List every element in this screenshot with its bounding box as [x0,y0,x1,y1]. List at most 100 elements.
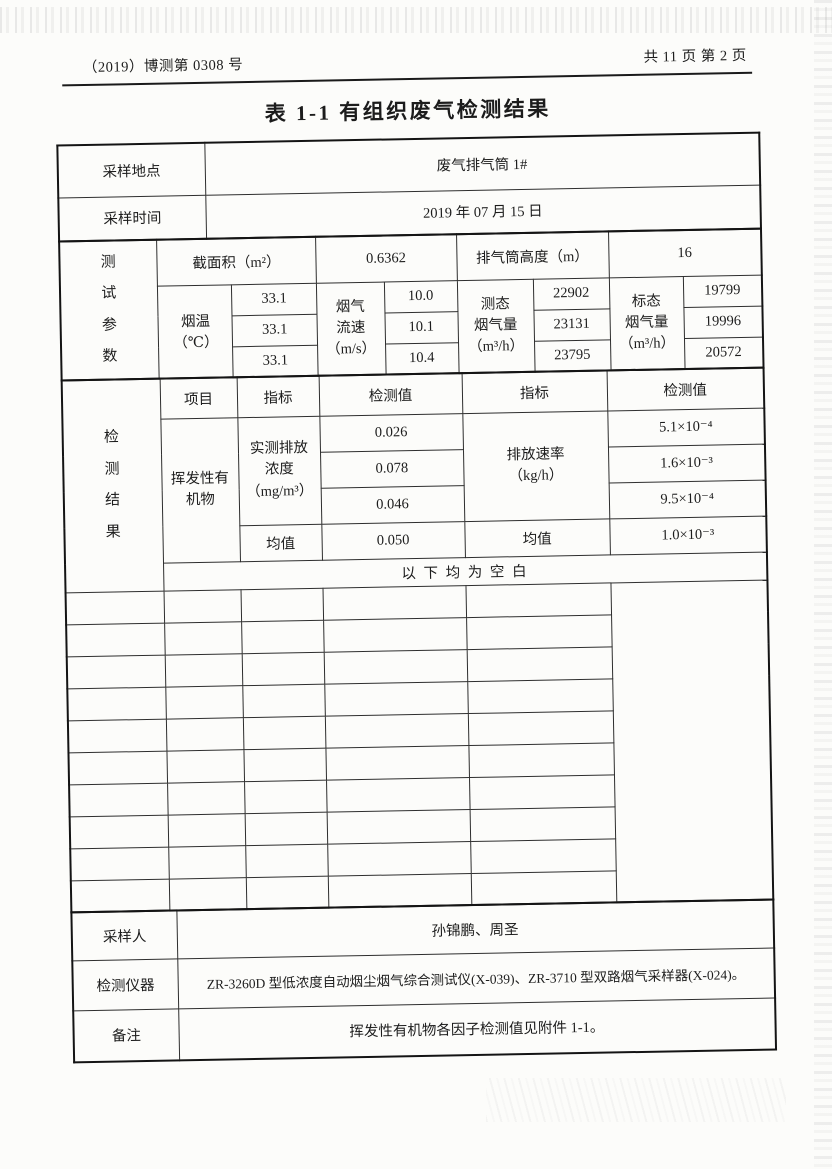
gas-velocity-value-3: 10.4 [385,342,459,375]
cross-section-value: 0.6362 [315,234,457,283]
empty-cell [467,678,613,714]
results-header-item: 项目 [159,377,238,419]
empty-cell [244,779,327,814]
concentration-value-1: 0.026 [319,413,463,452]
detection-results-table: 检 测 结 果 项目 指标 检测值 指标 检测值 挥发性有 机物 实测排放 浓度… [60,366,775,914]
standard-flow-value-3: 20572 [683,336,764,370]
empty-cell [327,873,472,908]
empty-cell [327,841,471,876]
results-header-value: 检测值 [318,373,463,416]
cross-section-label: 截面积（m²） [157,236,316,286]
empty-cell [325,745,469,780]
empty-cell [322,585,467,620]
page-header: （2019）博测第 0308 号 共 11 页 第 2 页 [83,44,747,77]
scan-noise-top [0,7,832,33]
section-label-test-params: 测 试 参 数 [59,239,160,381]
empty-cell [465,582,612,618]
empty-cell [70,878,170,913]
doc-number: （2019）博测第 0308 号 [82,57,244,77]
remark-value: 挥发性有机物各因子检测值见附件 1-1。 [178,997,777,1061]
sampling-time-label: 采样时间 [58,194,207,242]
empty-cell [66,622,165,657]
empty-cell [470,838,616,874]
flue-temp-value-2: 33.1 [232,313,318,347]
standard-flow-value-2: 19996 [683,305,763,339]
page-title: 表 1-1 有组织废气检测结果 [264,96,551,126]
concentration-mean-value: 0.050 [321,521,465,560]
sampling-info-table: 采样地点 废气排气筒 1# 采样时间 2019 年 07 月 15 日 [56,131,763,243]
gas-velocity-value-1: 10.0 [383,280,458,313]
empty-cell [468,774,615,810]
measured-flow-value-2: 23131 [533,308,610,341]
emission-rate-mean-label: 均值 [464,518,610,558]
sampling-site-label: 采样地点 [57,142,206,198]
scan-noise-patch [486,1078,786,1122]
results-header-indicator: 指标 [236,375,320,418]
empty-cell [167,781,245,815]
emission-rate-value-2: 1.6×10⁻³ [607,443,766,483]
emission-rate-mean-value: 1.0×10⁻³ [609,515,767,555]
empty-cell [466,614,612,650]
empty-cell [241,619,324,654]
concentration-value-2: 0.078 [320,449,464,488]
empty-cell [326,809,471,844]
emission-rate-label: 排放速率 （kg/h） [462,410,610,522]
item-name: 挥发性有 机物 [160,417,240,563]
emission-rate-value-3: 9.5×10⁻⁴ [608,479,767,519]
flue-temp-value-1: 33.1 [231,282,317,316]
empty-cell [163,589,242,623]
footer-info-table: 采样人 孙锦鹏、周圣 检测仪器 ZR-3260D 型低浓度自动烟尘烟气综合测试仪… [70,898,778,1064]
empty-cell [323,649,468,684]
concentration-value-3: 0.046 [320,485,465,524]
gas-velocity-label: 烟气 流速 （m/s） [315,281,386,376]
empty-cell [165,685,243,719]
standard-flow-label: 标态 烟气量 （m³/h） [608,276,685,371]
empty-cell [165,717,244,751]
concentration-label: 实测排放 浓度 （mg/m³） [237,415,322,526]
empty-cell [467,710,614,746]
empty-cell [468,742,614,778]
section-label-results: 检 测 结 果 [61,378,164,593]
empty-cell [70,846,169,881]
empty-cell [167,813,246,847]
stack-height-value: 16 [608,228,762,278]
empty-cell [166,749,245,783]
measured-flow-value-3: 23795 [534,339,611,372]
empty-cell [168,877,247,911]
empty-cell [168,845,246,879]
sampler-label: 采样人 [71,910,178,961]
empty-cell [240,587,324,622]
flue-temp-value-3: 33.1 [233,344,318,378]
empty-cell [245,875,329,910]
empty-cell [242,715,326,750]
empty-cell [324,681,468,716]
results-header-indicator2: 指标 [461,370,608,414]
empty-cell [243,747,327,782]
gas-velocity-value-2: 10.1 [384,311,459,344]
scan-noise-right [814,0,832,1169]
instrument-label: 检测仪器 [72,958,179,1011]
standard-flow-value-1: 19799 [682,274,763,308]
empty-cell [241,651,325,686]
empty-cell [323,617,467,652]
measured-flow-value-1: 22902 [532,277,610,310]
remark-label: 备注 [73,1008,180,1063]
empty-cell [469,806,616,842]
empty-cell [67,686,166,721]
empty-cell [242,683,325,718]
empty-cell [164,653,243,687]
empty-cell [69,814,169,849]
empty-cell [466,646,613,682]
empty-cell [68,750,168,785]
empty-cell [65,590,165,625]
page-indicator: 共 11 页 第 2 页 [643,47,747,66]
emission-rate-value-1: 5.1×10⁻⁴ [607,407,765,447]
empty-cell [326,777,470,812]
empty-cell [245,843,328,878]
results-header-value2: 检测值 [606,367,765,411]
empty-cell [164,621,242,655]
empty-cell [69,782,168,817]
flue-temp-label: 烟温（℃） [157,284,234,379]
empty-cell [67,718,167,753]
